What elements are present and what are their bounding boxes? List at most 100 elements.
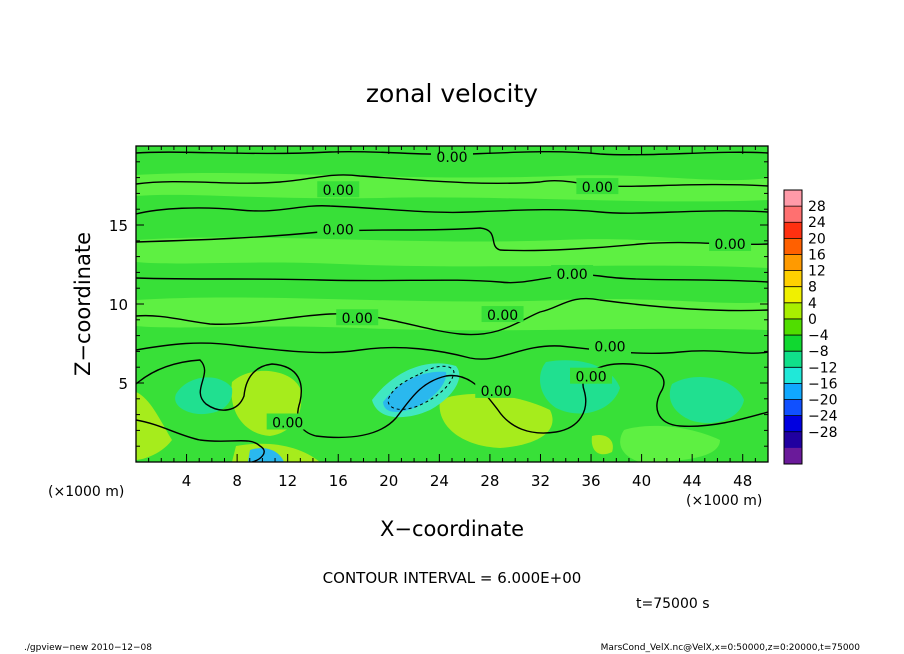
x-tick-label-32: 32: [531, 472, 550, 490]
x-unit-label: (×1000 m): [686, 493, 762, 509]
contour-label-3: 0.00: [323, 223, 354, 239]
contour-label-bg-3: [317, 220, 360, 237]
contour-line-6: [136, 342, 768, 360]
colorbar-label-10: −12: [808, 360, 838, 376]
contour-label-bg-6: [336, 309, 379, 326]
contour-label-2: 0.00: [582, 180, 613, 196]
colorbar-cell-16: [784, 447, 802, 465]
colorbar-cell-3: [784, 238, 802, 255]
colorbar-cell-7: [784, 302, 802, 320]
colorbar-cell-13: [784, 399, 802, 416]
y-axis: 5 10 15: [109, 145, 768, 463]
contour-label-5: 0.00: [556, 267, 587, 283]
contour-line-3: [136, 227, 768, 252]
field-region-14: [591, 434, 613, 455]
field-region-11: [669, 377, 744, 424]
y-axis-label: Z−coordinate: [71, 232, 95, 376]
colorbar-cell-2: [784, 222, 802, 239]
contour-labels: 0.00 0.00 0.00 0.00 0.00 0.00 0.00 0.00 0.00 0.00…: [266, 148, 752, 432]
contour-label-8: 0.00: [594, 340, 625, 356]
colorbar-cell-11: [784, 367, 802, 384]
field-region-1: [136, 237, 768, 268]
y-unit-label: (×1000 m): [48, 484, 124, 500]
contour-label-7: 0.00: [487, 308, 518, 324]
colorbar-cell-6: [784, 286, 802, 304]
footer-right: MarsCond_VelX.nc@VelX,x=0:50000,z=0:2000…: [601, 643, 861, 653]
colorbar-label-7: 0: [808, 312, 817, 328]
field-region-5: [136, 392, 172, 460]
colorbar-label-0: 28: [808, 199, 826, 215]
colorbar-cell-0: [784, 190, 802, 207]
y-tick-label-10: 10: [109, 296, 128, 314]
y-tick-label-5: 5: [118, 375, 128, 393]
contour-label-bg-7: [481, 306, 524, 323]
contour-label-bg-2: [576, 178, 619, 195]
footer-left: ./gpview−new 2010−12−08: [24, 643, 152, 653]
colorbar-label-3: 16: [808, 247, 826, 263]
colorbar-label-4: 12: [808, 264, 826, 280]
colorbar-label-2: 20: [808, 231, 826, 247]
contour-label-bg-10: [475, 381, 518, 398]
plot-area: [136, 146, 768, 462]
y-tick-label-15: 15: [109, 217, 128, 235]
field-region-2: [136, 297, 768, 331]
contour-label-bg-8: [589, 337, 631, 354]
colorbar-cell-5: [784, 270, 802, 288]
contour-label-bg-11: [266, 413, 309, 430]
colorbar-label-9: −8: [808, 344, 829, 360]
x-tick-label-20: 20: [379, 472, 398, 490]
colorbar-label-13: −24: [808, 409, 838, 425]
chart-title: zonal velocity: [366, 79, 538, 108]
colorbar-cell-12: [784, 383, 802, 400]
contour-label-1: 0.00: [323, 183, 354, 199]
contour-line-5: [136, 297, 768, 336]
colorbar-cell-14: [784, 415, 802, 433]
colorbar-label-6: 4: [808, 296, 817, 312]
contour-label-bg-0: [431, 148, 473, 165]
field-region-13: [620, 425, 720, 462]
field-region-7: [175, 377, 233, 415]
contour-line-2: [136, 205, 768, 215]
x-tick-label-4: 4: [182, 472, 192, 490]
contour-label-4: 0.00: [714, 237, 745, 253]
contour-interval-text: CONTOUR INTERVAL = 6.000E+00: [323, 569, 582, 587]
contour-label-0: 0.00: [436, 150, 467, 166]
colorbar-label-11: −16: [808, 376, 838, 392]
colorbar-cell-10: [784, 351, 802, 368]
contour-line-7: [136, 359, 768, 439]
colorbar-cell-15: [784, 431, 802, 449]
x-axis-label: X−coordinate: [380, 517, 524, 541]
contour-line-9: [387, 365, 455, 410]
colorbar-cell-4: [784, 254, 802, 271]
contour-line-4: [136, 273, 768, 284]
colorbar-label-8: −4: [808, 328, 829, 344]
x-tick-label-24: 24: [430, 472, 449, 490]
contour-label-bg-9: [570, 367, 613, 384]
contour-line-8: [136, 419, 265, 462]
colorbar-cell-1: [784, 206, 802, 223]
contour-label-bg-1: [317, 181, 360, 198]
contour-label-10: 0.00: [481, 384, 512, 400]
colorbar-label-12: −20: [808, 393, 838, 409]
x-tick-label-8: 8: [232, 472, 242, 490]
contour-label-11: 0.00: [272, 416, 303, 432]
colorbar-frame: [783, 189, 803, 465]
contour-line-1: [136, 174, 768, 188]
colorbar-label-14: −28: [808, 425, 838, 441]
contour-label-9: 0.00: [575, 370, 606, 386]
x-tick-label-16: 16: [329, 472, 348, 490]
x-tick-label-28: 28: [480, 472, 499, 490]
contour-label-6: 0.00: [342, 311, 373, 327]
colorbar-label-1: 24: [808, 215, 826, 231]
field-region-4: [439, 393, 553, 448]
time-label: t=75000 s: [636, 596, 710, 612]
colorbar-cell-8: [784, 318, 802, 336]
colorbar-label-5: 8: [808, 280, 817, 296]
x-tick-label-48: 48: [733, 472, 752, 490]
x-tick-label-12: 12: [278, 472, 297, 490]
contour-label-bg-5: [551, 264, 594, 281]
contour-label-bg-4: [709, 234, 752, 251]
x-tick-label-44: 44: [683, 472, 702, 490]
